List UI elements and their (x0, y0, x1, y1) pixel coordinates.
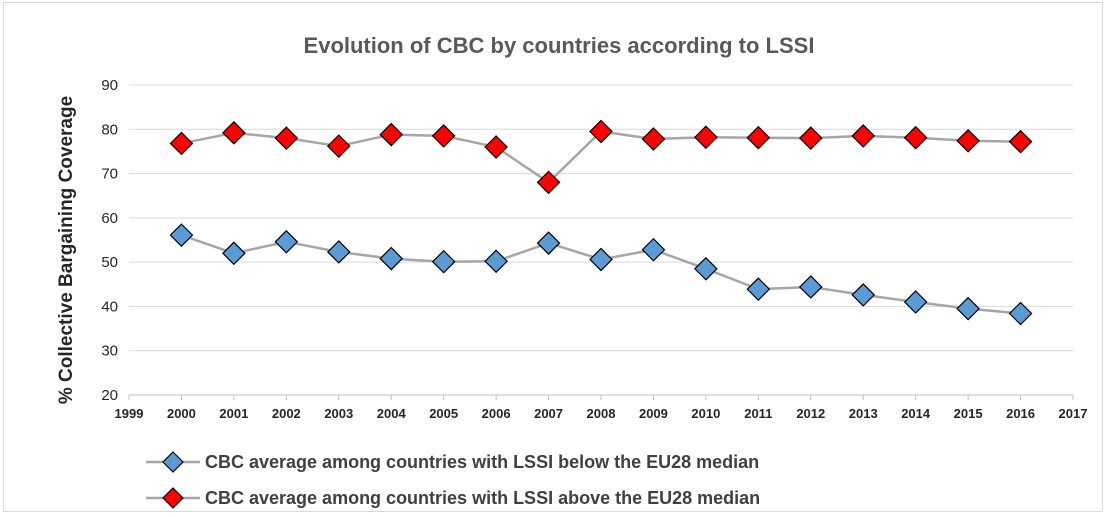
x-tick-label: 2003 (324, 406, 353, 421)
data-point (746, 125, 771, 150)
x-tick-label: 2013 (849, 406, 878, 421)
x-tick-label: 2002 (272, 406, 301, 421)
series-layer (169, 119, 1033, 326)
y-tick-label: 80 (101, 121, 118, 138)
x-tick-label: 2017 (1059, 406, 1088, 421)
legend: CBC average among countries with LSSI be… (146, 451, 760, 509)
data-point (379, 246, 404, 271)
data-point (484, 249, 508, 274)
data-point (431, 124, 456, 148)
x-tick-label: 2007 (534, 406, 563, 421)
legend-marker (162, 487, 184, 509)
x-tick-label: 1999 (115, 406, 144, 421)
x-tick-label: 2008 (587, 406, 616, 421)
data-point (746, 277, 771, 302)
data-point (222, 120, 246, 145)
data-point (326, 134, 351, 158)
x-tick-label: 2005 (429, 406, 458, 421)
y-tick-label: 90 (101, 77, 118, 94)
x-tick-label: 2015 (954, 406, 983, 421)
x-tick-label: 2009 (639, 406, 668, 421)
chart-svg: Evolution of CBC by countries according … (56, 33, 1087, 509)
data-point (431, 249, 456, 274)
legend-marker (162, 451, 184, 473)
chart-frame: Evolution of CBC by countries according … (3, 2, 1103, 512)
data-point (169, 131, 194, 156)
data-point (274, 126, 299, 150)
chart-title: Evolution of CBC by countries according … (304, 33, 815, 58)
data-point (379, 122, 404, 147)
y-tick-label: 40 (101, 298, 118, 315)
y-tick-label: 60 (101, 210, 118, 227)
data-point (903, 290, 928, 314)
data-point (851, 283, 876, 307)
data-point (169, 223, 194, 247)
axis-layer: 20 30 40 50 60 70 80 90 1999 2000 2001 2002 2003 2004… (101, 77, 1087, 421)
data-point (641, 127, 666, 151)
x-tick-label: 2011 (744, 406, 772, 421)
y-tick-label: 70 (101, 166, 118, 183)
data-point (798, 126, 823, 150)
data-point (536, 231, 561, 255)
data-point (641, 237, 666, 262)
x-tick-label: 2012 (796, 406, 825, 421)
data-point (956, 128, 980, 153)
x-tick-label: 2000 (167, 406, 196, 421)
x-tick-label: 2016 (1006, 406, 1035, 421)
y-tick-label: 30 (101, 343, 118, 360)
data-point (903, 125, 928, 150)
data-point (589, 247, 613, 272)
data-point (694, 256, 718, 281)
x-tick-label: 2001 (219, 406, 248, 421)
data-point (798, 275, 823, 299)
x-tick-label: 2004 (377, 406, 407, 421)
data-point (956, 296, 980, 321)
data-point (536, 170, 561, 195)
data-point (589, 119, 613, 144)
y-tick-label: 20 (101, 387, 118, 404)
data-point (274, 229, 299, 254)
data-point (694, 125, 718, 150)
legend-label: CBC average among countries with LSSI ab… (205, 488, 760, 508)
series-line (181, 233, 1021, 315)
legend-label: CBC average among countries with LSSI be… (205, 452, 759, 472)
x-tick-label: 2010 (691, 406, 720, 421)
data-point (851, 124, 876, 148)
x-tick-label: 2006 (482, 406, 511, 421)
x-tick-label: 2014 (901, 406, 931, 421)
data-point (326, 240, 351, 264)
y-tick-label: 50 (101, 254, 118, 271)
data-point (484, 135, 508, 159)
data-point (222, 241, 246, 266)
y-axis-label: % Collective Bargaining Coverage (56, 96, 77, 404)
data-point (1008, 301, 1033, 326)
data-point (1008, 129, 1033, 154)
